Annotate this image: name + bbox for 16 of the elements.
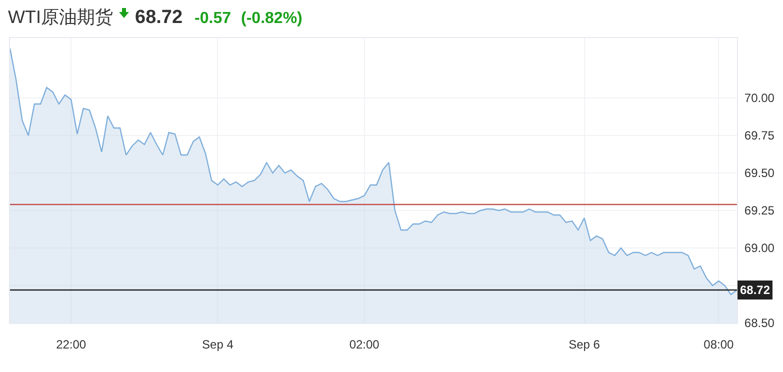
x-tick-label: 08:00 xyxy=(704,337,734,352)
y-tick-label: 70.00 xyxy=(744,91,775,106)
text: 68.72 xyxy=(135,7,183,29)
x-tick-label: 22:00 xyxy=(56,337,86,352)
text: (-0.82%) xyxy=(241,10,302,28)
y-tick-label: 69.00 xyxy=(744,241,775,256)
text: -0.57 xyxy=(194,10,232,28)
y-tick-label: 69.50 xyxy=(744,166,775,180)
x-tick-label: 02:00 xyxy=(349,337,380,352)
y-tick-label: 69.25 xyxy=(744,204,775,218)
chart-title: WTI原油期货 xyxy=(8,6,113,29)
y-tick-label: 68.50 xyxy=(744,316,775,330)
y-tick-label: 69.75 xyxy=(744,128,775,143)
x-tick-label: Sep 6 xyxy=(568,337,600,352)
ref-line-label: 68.72 xyxy=(740,283,770,297)
x-tick-label: Sep 4 xyxy=(202,337,234,352)
